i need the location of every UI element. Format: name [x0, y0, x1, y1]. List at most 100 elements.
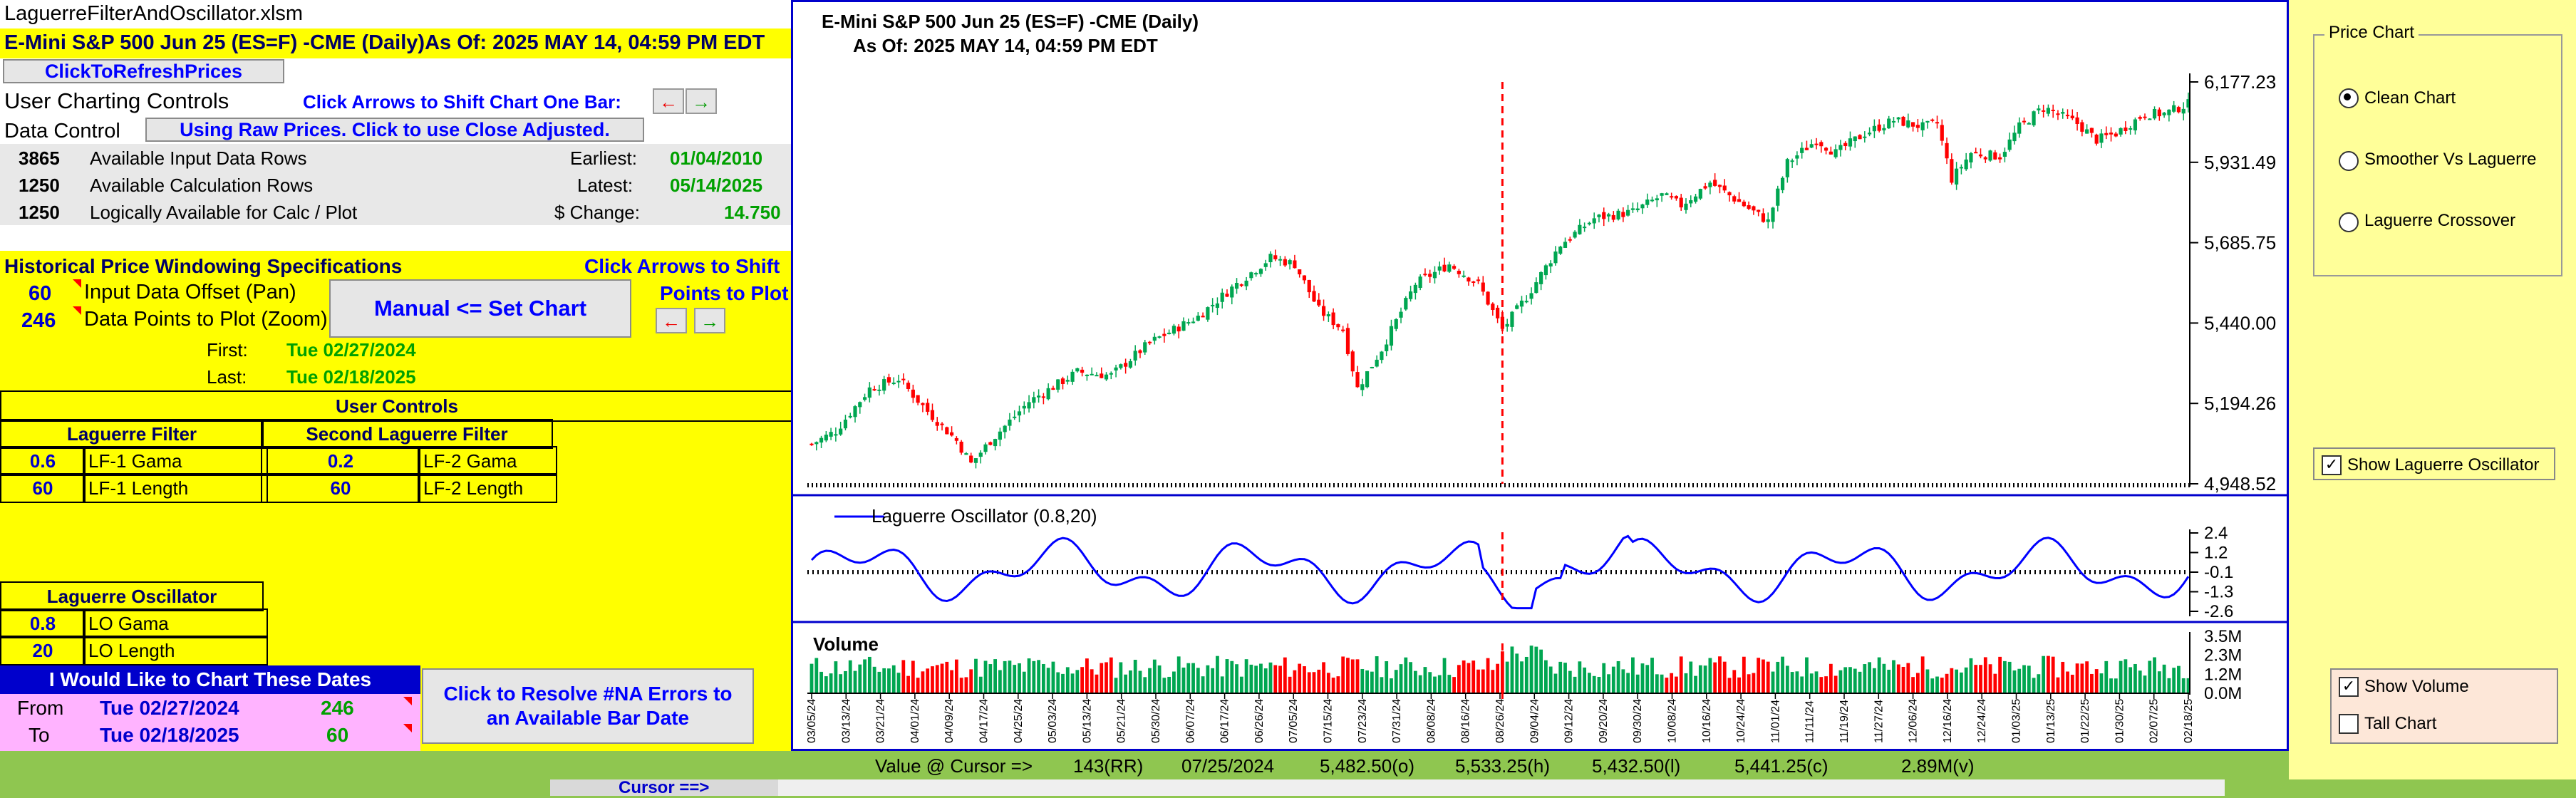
cursor-open: 5,482.50(o): [1320, 755, 1414, 777]
zoom-right-button[interactable]: →: [694, 308, 725, 333]
price-chart-svg[interactable]: 2.41.2-0.1-1.3-2.6 3.5M2.3M1.2M0.0M 6,17…: [793, 2, 2287, 749]
lo-gama-input[interactable]: 0.8: [0, 608, 86, 638]
volume-bar: [819, 671, 823, 693]
clean-chart-label[interactable]: Clean Chart: [2364, 88, 2456, 108]
volume-bar: [1013, 665, 1017, 693]
volume-bar: [1046, 668, 1050, 693]
osc-tick-label: -2.6: [2204, 602, 2233, 621]
candle-body: [1341, 329, 1345, 331]
lf2-length-input[interactable]: 60: [261, 473, 420, 503]
tall-chart-label[interactable]: Tall Chart: [2364, 714, 2437, 733]
candle-body: [1283, 259, 1287, 266]
cursor-row-left: [0, 751, 791, 779]
volume-bar: [983, 660, 988, 693]
candle-body: [1273, 255, 1278, 259]
candle-body: [1925, 120, 1930, 123]
candle-body: [1128, 361, 1133, 368]
volume-bar: [2109, 678, 2113, 693]
tall-chart-checkbox[interactable]: [2339, 714, 2359, 734]
resolve-na-button[interactable]: Click to Resolve #NA Errors to an Availa…: [422, 668, 754, 744]
cursor-scrollbar[interactable]: [778, 779, 2225, 796]
candle-body: [1684, 203, 1688, 210]
candle-body: [1268, 254, 1273, 263]
volume-bar: [853, 670, 857, 693]
candle-body: [1191, 321, 1196, 323]
candle-body: [1056, 379, 1060, 390]
zoom-left-button[interactable]: ←: [656, 308, 687, 333]
candle-body: [2119, 128, 2123, 135]
volume-bar: [1370, 671, 1374, 693]
candle-body: [1239, 284, 1243, 286]
chart-dates-panel: I Would Like to Chart These Dates From T…: [0, 665, 420, 751]
show-volume-checkbox[interactable]: ✓: [2339, 677, 2359, 697]
refresh-prices-button[interactable]: ClickToRefreshPrices: [3, 59, 284, 83]
candle-body: [1326, 314, 1330, 316]
date-tick-label: 01/03/25: [2011, 699, 2023, 743]
volume-bar: [1597, 676, 1601, 693]
candle-body: [1529, 293, 1533, 299]
volume-bar: [1157, 665, 1162, 693]
lf1-length-input[interactable]: 60: [0, 473, 86, 503]
shift-right-button[interactable]: →: [686, 88, 717, 114]
volume-bar: [2037, 674, 2041, 693]
clean-chart-radio[interactable]: [2339, 88, 2359, 108]
chart-area: E-Mini S&P 500 Jun 25 (ES=F) -CME (Daily…: [791, 0, 2289, 751]
candle-body: [848, 415, 852, 418]
crossover-radio[interactable]: [2339, 212, 2359, 232]
volume-bar: [1249, 664, 1253, 693]
date-tick-label: 05/30/24: [1150, 699, 1162, 743]
show-oscillator-control[interactable]: ✓ Show Laguerre Oscillator: [2313, 447, 2555, 480]
candle-body: [1143, 342, 1147, 353]
candle-body: [1017, 411, 1022, 416]
to-date-input[interactable]: Tue 02/18/2025: [100, 724, 239, 746]
show-volume-label[interactable]: Show Volume: [2364, 677, 2469, 696]
smoother-label[interactable]: Smoother Vs Laguerre: [2364, 150, 2537, 169]
volume-bar: [2143, 675, 2147, 693]
volume-bar: [2162, 664, 2166, 693]
candle-body: [1602, 212, 1606, 219]
shift-left-button[interactable]: ←: [653, 88, 684, 114]
volume-bar: [1331, 678, 1335, 693]
candle-body: [1230, 286, 1234, 298]
volume-bar: [2042, 656, 2046, 693]
cursor-high: 5,533.25(h): [1455, 755, 1550, 777]
crossover-label[interactable]: Laguerre Crossover: [2364, 211, 2516, 230]
volume-bar: [1757, 658, 1761, 693]
volume-bar: [1394, 670, 1398, 693]
points-label: Data Points to Plot (Zoom): [84, 308, 328, 331]
lf2-gama-input[interactable]: 0.2: [261, 446, 420, 476]
show-oscillator-label[interactable]: Show Laguerre Oscillator: [2347, 455, 2540, 475]
volume-bar: [1467, 663, 1471, 693]
candle-body: [1650, 200, 1655, 202]
candle-body: [1505, 323, 1509, 327]
volume-bar: [1418, 675, 1422, 693]
candle-body: [1350, 351, 1355, 372]
lo-length-input[interactable]: 20: [0, 636, 86, 665]
stat-label: Available Calculation Rows: [90, 175, 314, 196]
manual-set-chart-button[interactable]: Manual <= Set Chart: [329, 279, 631, 338]
points-value[interactable]: 246: [21, 309, 56, 332]
volume-bar: [1481, 669, 1485, 693]
volume-bar: [1805, 657, 1809, 693]
volume-bar: [2056, 677, 2060, 693]
date-tick-label: 04/09/24: [943, 699, 956, 743]
raw-prices-button[interactable]: Using Raw Prices. Click to use Close Adj…: [145, 118, 644, 142]
show-oscillator-checkbox[interactable]: ✓: [2322, 455, 2342, 475]
candle-body: [1085, 374, 1089, 376]
first-label: First:: [207, 339, 248, 361]
lf1-gama-input[interactable]: 0.6: [0, 446, 86, 476]
candle-body: [945, 427, 949, 435]
from-date-input[interactable]: Tue 02/27/2024: [100, 697, 239, 719]
volume-bar: [964, 677, 968, 693]
smoother-radio[interactable]: [2339, 151, 2359, 171]
volume-bar: [1819, 677, 1824, 693]
volume-bar: [2124, 659, 2128, 693]
offset-value[interactable]: 60: [29, 282, 52, 305]
volume-bar: [1752, 673, 1756, 693]
candle-body: [1935, 122, 1940, 124]
candle-body: [993, 439, 998, 447]
data-stats-row: 1250 Logically Available for Calc / Plot…: [0, 198, 791, 225]
candle-body: [1553, 251, 1558, 264]
candle-body: [882, 379, 886, 391]
user-controls-heading: User Controls: [0, 390, 794, 422]
